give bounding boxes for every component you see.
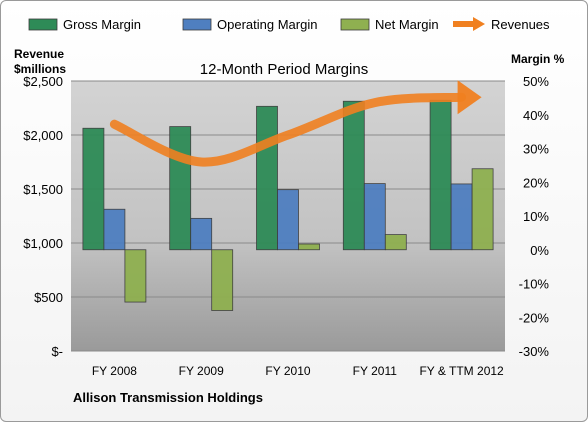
legend-swatch — [182, 18, 212, 31]
y-right-tick-label: -30% — [519, 344, 550, 359]
bar — [169, 126, 192, 251]
legend: Gross Margin Operating Margin Net Margin Re… — [28, 17, 550, 32]
legend-label: Operating Margin — [217, 17, 317, 32]
chart-title: 12-Month Period Margins — [200, 61, 368, 78]
legend-swatch — [28, 18, 58, 31]
y-left-tick-label: $1,000 — [23, 236, 63, 251]
y-left-tick-label: $- — [51, 344, 63, 359]
x-tick-label: FY 2008 — [92, 364, 137, 378]
bar — [82, 127, 105, 251]
y-left-tick-label: $2,500 — [23, 74, 63, 89]
bar — [363, 183, 386, 251]
axis-labels: $- $500 $1,000 $1,500 $2,000 $2,500 -30% -20% -1… — [23, 74, 549, 378]
y-left-label-line2: $millions — [14, 62, 66, 76]
y-right-tick-label: 30% — [523, 142, 549, 157]
bar — [429, 99, 452, 251]
y-left-label-line1: Revenue — [14, 47, 64, 61]
x-tick-label: FY 2009 — [179, 364, 224, 378]
legend-label: Revenues — [491, 17, 550, 32]
y-right-tick-label: 50% — [523, 74, 549, 89]
y-right-tick-label: 40% — [523, 108, 549, 123]
legend-label: Net Margin — [375, 17, 439, 32]
y-left-tick-label: $1,500 — [23, 182, 63, 197]
revenues-layer — [109, 80, 482, 167]
y-right-label: Margin % — [511, 52, 565, 66]
y-right-tick-label: 20% — [523, 175, 549, 190]
legend-label: Gross Margin — [63, 17, 141, 32]
y-right-tick-label: -10% — [519, 277, 550, 292]
bar — [256, 105, 278, 251]
y-right-tick-label: 0% — [530, 243, 549, 258]
bar — [124, 249, 147, 303]
y-right-tick-label: -20% — [519, 310, 550, 325]
y-right-tick-label: 10% — [523, 209, 549, 224]
bar — [342, 100, 365, 251]
bar — [103, 208, 126, 251]
bar — [450, 183, 473, 251]
legend-swatch — [340, 18, 370, 31]
revenues-line — [109, 92, 467, 167]
bar — [384, 234, 407, 251]
bar — [471, 168, 494, 251]
y-left-tick-label: $500 — [34, 290, 63, 305]
bars-layer — [82, 99, 494, 311]
bar — [211, 249, 234, 311]
y-left-tick-label: $2,000 — [23, 128, 63, 143]
legend-arrowhead — [473, 17, 485, 31]
revenues-arrowhead — [457, 80, 482, 115]
bar — [298, 243, 320, 251]
company-name: Allison Transmission Holdings — [73, 390, 263, 405]
bar — [190, 217, 213, 251]
x-tick-label: FY 2010 — [265, 364, 310, 378]
x-tick-label: FY 2011 — [353, 364, 398, 378]
bar — [277, 189, 299, 251]
x-tick-label: FY & TTM 2012 — [419, 364, 504, 378]
